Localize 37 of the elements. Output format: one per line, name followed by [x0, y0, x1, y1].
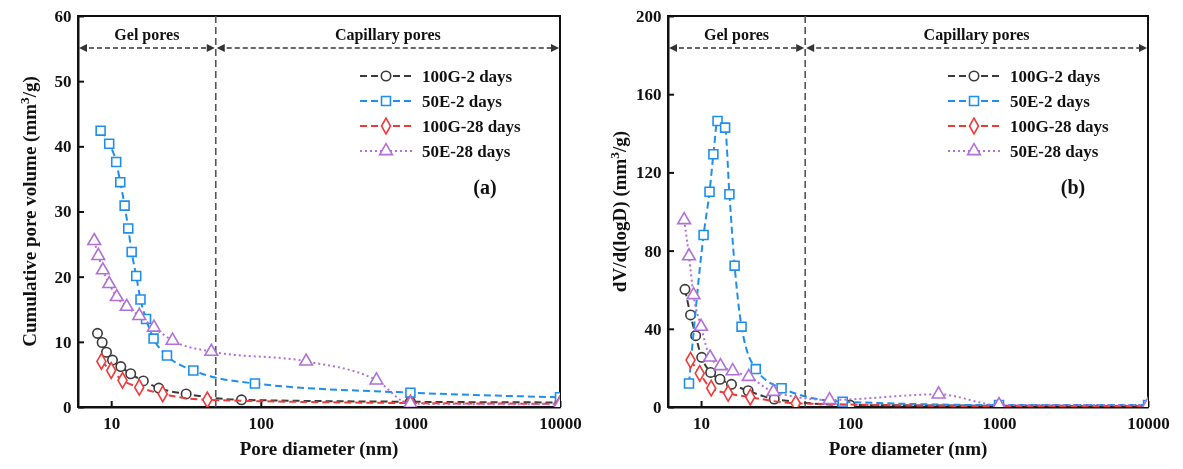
- annotation: Gel pores: [114, 26, 180, 44]
- x-tick-label: 10000: [1127, 413, 1170, 433]
- x-tick-label: 100: [837, 413, 864, 433]
- y-tick-label: 80: [644, 241, 662, 261]
- x-tick-label: 10: [693, 413, 711, 433]
- annotation: Capillary pores: [334, 26, 441, 44]
- legend-label: 100G-2 days: [1010, 67, 1101, 86]
- y-tick-label: 60: [54, 6, 72, 26]
- legend-label: 50E-28 days: [422, 142, 511, 161]
- y-tick-label: 40: [54, 137, 72, 157]
- x-tick-label: 1000: [982, 413, 1017, 433]
- x-axis-title: Pore diameter (nm): [828, 438, 988, 460]
- legend-label: 50E-2 days: [1010, 92, 1091, 111]
- y-tick-label: 160: [636, 85, 662, 105]
- legend-label: 100G-2 days: [422, 67, 513, 86]
- y-tick-label: 10: [54, 332, 72, 352]
- x-tick-label: 10: [103, 413, 121, 433]
- legend-label: 50E-28 days: [1010, 142, 1099, 161]
- y-tick-label: 0: [653, 397, 662, 417]
- annotation: (b): [1060, 176, 1086, 199]
- x-tick-label: 1000: [393, 413, 428, 433]
- y-tick-label: 200: [636, 6, 662, 26]
- x-tick-label: 100: [248, 413, 275, 433]
- y-tick-label: 30: [54, 202, 72, 222]
- y-tick-label: 50: [54, 72, 72, 92]
- x-tick-label: 10000: [539, 413, 582, 433]
- annotation: Capillary pores: [923, 26, 1030, 44]
- y-tick-label: 120: [636, 163, 662, 183]
- annotation: Gel pores: [704, 26, 770, 44]
- annotation: (a): [473, 176, 497, 199]
- y-tick-label: 0: [63, 397, 72, 417]
- legend-label: 50E-2 days: [422, 92, 503, 111]
- y-tick-label: 40: [644, 319, 662, 339]
- legend-label: 100G-28 days: [422, 117, 522, 136]
- legend-label: 100G-28 days: [1010, 117, 1110, 136]
- y-tick-label: 20: [54, 267, 72, 287]
- x-axis-title: Pore diameter (nm): [239, 438, 399, 460]
